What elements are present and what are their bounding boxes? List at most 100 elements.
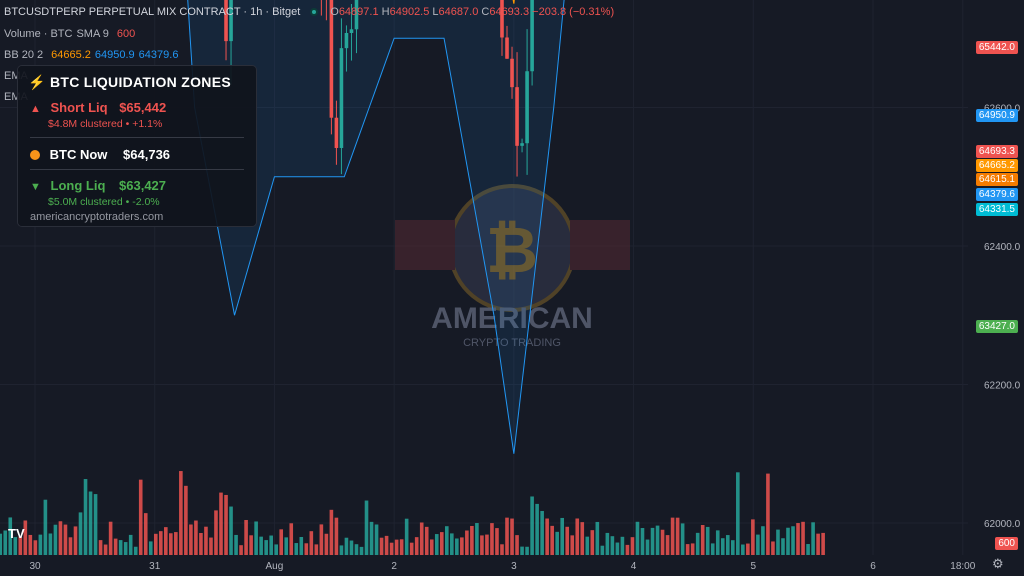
volume-bar bbox=[580, 522, 585, 555]
volume-bar bbox=[429, 539, 434, 555]
volume-bar bbox=[605, 532, 610, 555]
time-tick-label: Aug bbox=[266, 561, 284, 572]
volume-bar bbox=[324, 533, 329, 555]
market-status-icon bbox=[310, 8, 319, 16]
volume-bar bbox=[204, 526, 208, 555]
bb-basis-price-badge: 64665.2 bbox=[975, 159, 1018, 172]
volume-bar bbox=[264, 540, 268, 555]
bb-upper-value: 64950.9 bbox=[94, 49, 135, 61]
volume-bar bbox=[705, 526, 710, 555]
short-liq-label: Short Liq bbox=[50, 100, 108, 115]
short-liq-row: ▲ Short Liq $65,442 bbox=[30, 100, 166, 115]
candle-body bbox=[530, 0, 534, 72]
volume-bar bbox=[570, 535, 575, 555]
change-value: −203.8 (−0.31%) bbox=[532, 6, 615, 18]
volume-bar bbox=[133, 546, 138, 555]
volume-bar bbox=[48, 533, 53, 555]
volume-bar bbox=[8, 517, 13, 555]
symbol-title[interactable]: BTCUSDTPERP PERPETUAL MIX CONTRACT · 1h … bbox=[4, 6, 301, 18]
volume-bar bbox=[174, 532, 178, 555]
volume-bar bbox=[143, 513, 148, 555]
website-watermark: americancryptotraders.com bbox=[30, 211, 164, 223]
volume-bar bbox=[153, 533, 158, 555]
ema-price-badge: 64615.1 bbox=[975, 173, 1018, 186]
volume-bar bbox=[510, 518, 514, 555]
volume-bar bbox=[700, 525, 705, 555]
volume-bar bbox=[801, 521, 805, 555]
candle-body bbox=[349, 29, 354, 33]
volume-bar bbox=[3, 530, 8, 555]
panel-divider bbox=[30, 137, 244, 138]
volume-bar bbox=[359, 546, 364, 555]
short-liq-price-badge: 65442.0 bbox=[975, 41, 1018, 54]
bb-legend[interactable]: BB 20 2 64665.2 64950.9 64379.6 bbox=[4, 49, 178, 61]
volume-bar bbox=[108, 521, 113, 555]
bb-lower-price-badge: 64379.6 bbox=[975, 188, 1018, 201]
volume-bar bbox=[329, 509, 334, 555]
long-liq-detail: $5.0M clustered • -2.0% bbox=[48, 196, 160, 208]
volume-bar bbox=[284, 537, 289, 555]
price-tick-label: 62200.0 bbox=[984, 381, 1021, 392]
volume-bar bbox=[424, 526, 429, 555]
gear-icon[interactable]: ⚙ bbox=[992, 556, 1004, 571]
time-tick-label: 5 bbox=[751, 561, 757, 572]
volume-bar bbox=[38, 534, 43, 555]
volume-bar bbox=[0, 533, 3, 555]
volume-bar bbox=[369, 521, 374, 555]
volume-bar bbox=[224, 494, 228, 555]
volume-sma-label: SMA 9 bbox=[76, 28, 109, 40]
volume-bar bbox=[761, 526, 765, 555]
volume-bar bbox=[58, 521, 63, 555]
volume-bar bbox=[595, 521, 600, 555]
volume-bar bbox=[695, 532, 700, 555]
volume-bar bbox=[394, 539, 399, 555]
tradingview-logo[interactable]: TV bbox=[8, 526, 25, 541]
btc-now-label: BTC Now bbox=[49, 147, 108, 162]
volume-bar bbox=[279, 529, 284, 555]
price-tick-label: 62400.0 bbox=[984, 242, 1021, 253]
volume-bar bbox=[78, 512, 83, 555]
volume-bar bbox=[480, 535, 484, 555]
volume-bar bbox=[294, 543, 299, 555]
volume-bar bbox=[640, 528, 645, 555]
liquidation-panel: ⚡ BTC LIQUIDATION ZONES ▲ Short Liq $65,… bbox=[18, 66, 256, 226]
volume-legend[interactable]: Volume · BTC SMA 9 600 bbox=[4, 28, 135, 40]
volume-bar bbox=[68, 537, 73, 555]
time-tick-label: 18:00 bbox=[950, 561, 975, 572]
btc-now-value: $64,736 bbox=[123, 147, 171, 162]
volume-bar bbox=[169, 533, 173, 555]
volume-bar bbox=[811, 522, 815, 555]
volume-bar bbox=[680, 523, 685, 555]
volume-bar bbox=[28, 534, 33, 555]
volume-bar bbox=[645, 539, 650, 555]
volume-bar bbox=[630, 537, 635, 555]
volume-value: 600 bbox=[116, 28, 136, 40]
volume-bar bbox=[590, 530, 595, 555]
volume-bar bbox=[540, 510, 544, 555]
volume-bar bbox=[741, 544, 745, 555]
volume-bar bbox=[675, 517, 680, 555]
volume-bar bbox=[660, 529, 665, 555]
candle-body bbox=[229, 0, 233, 42]
volume-label: Volume · BTC bbox=[4, 28, 73, 40]
volume-bar bbox=[118, 540, 123, 555]
flag-icon bbox=[395, 220, 455, 270]
time-axis bbox=[0, 555, 1024, 576]
logo-title: AMERICAN bbox=[431, 302, 593, 335]
volume-bar bbox=[334, 517, 339, 555]
ohlc-readout: O64897.1 H64902.5 L64687.0 C64693.3 −203… bbox=[330, 6, 615, 18]
volume-bar bbox=[23, 520, 28, 555]
volume-bar bbox=[560, 517, 565, 555]
short-liq-value: $65,442 bbox=[119, 100, 167, 115]
bitcoin-symbol: ₿ bbox=[486, 214, 538, 288]
volume-bar bbox=[450, 533, 454, 555]
price-tick-label: 62000.0 bbox=[984, 519, 1021, 530]
volume-bar bbox=[791, 526, 795, 555]
volume-bar bbox=[776, 529, 780, 555]
candle-body bbox=[515, 87, 519, 146]
volume-bar bbox=[219, 492, 223, 555]
volume-bar bbox=[725, 535, 730, 555]
volume-bar bbox=[229, 506, 233, 555]
time-tick-label: 31 bbox=[149, 561, 161, 572]
